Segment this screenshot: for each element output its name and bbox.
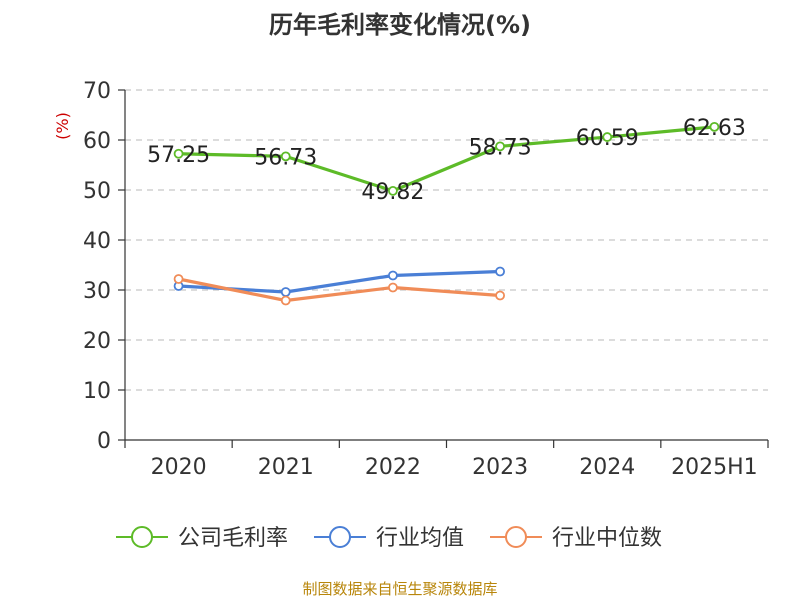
chart-title: 历年毛利率变化情况(%) [269,11,531,39]
legend-item-2: 行业中位数 [490,526,662,551]
data-label: 49.82 [361,180,424,205]
data-labels: 57.25 56.73 49.82 58.73 60.59 62.63 [147,116,746,205]
y-tick-label: 40 [83,229,111,254]
y-tick-label: 60 [83,129,111,154]
y-tick-label: 70 [83,79,111,104]
legend-item-0: 公司毛利率 [116,526,288,551]
data-point [280,287,291,297]
data-label: 56.73 [254,145,317,170]
data-point [495,266,505,277]
x-tick-label: 2024 [579,455,635,480]
data-point [495,290,505,301]
source-note: 制图数据来自恒生聚源数据库 [302,580,497,598]
data-point [388,270,398,281]
legend-label: 行业中位数 [552,526,662,551]
data-point [280,151,291,162]
data-point [709,121,720,132]
y-tick-label: 50 [83,179,111,204]
x-tick-label: 2023 [472,455,528,480]
data-label: 62.63 [683,116,746,141]
data-point [173,148,184,159]
legend-marker [329,526,351,548]
y-tick-label: 10 [83,379,111,404]
series-layer [173,121,720,306]
y-tick-label: 30 [83,279,111,304]
data-point [280,295,291,306]
legend-label: 公司毛利率 [178,526,288,551]
legend-marker [505,526,527,548]
x-tick-label: 2021 [258,455,314,480]
y-axis-unit-label: (%) [53,112,72,140]
series-line-2 [176,277,502,303]
y-tick-label: 20 [83,329,111,354]
axes: 0 10 20 30 40 50 60 70 2020 2021 2022 2023 2024 2025H… [83,79,769,480]
legend-item-1: 行业均值 [314,526,464,551]
data-point [173,274,184,284]
data-point [388,185,398,196]
grid [125,89,768,391]
legend-marker [131,526,153,548]
x-tick-label: 2022 [365,455,421,480]
data-point [388,282,398,293]
data-label: 57.25 [147,143,210,168]
data-point [602,132,613,142]
legend: 公司毛利率 行业均值 行业中位数 [116,526,662,551]
x-tick-label: 2020 [151,455,207,480]
data-label: 58.73 [469,135,532,160]
legend-label: 行业均值 [376,526,464,551]
x-tick-label: 2025H1 [671,455,758,480]
y-tick-label: 0 [97,429,111,454]
data-label: 60.59 [576,126,639,151]
series-line-0 [176,125,717,193]
data-point [495,141,505,152]
